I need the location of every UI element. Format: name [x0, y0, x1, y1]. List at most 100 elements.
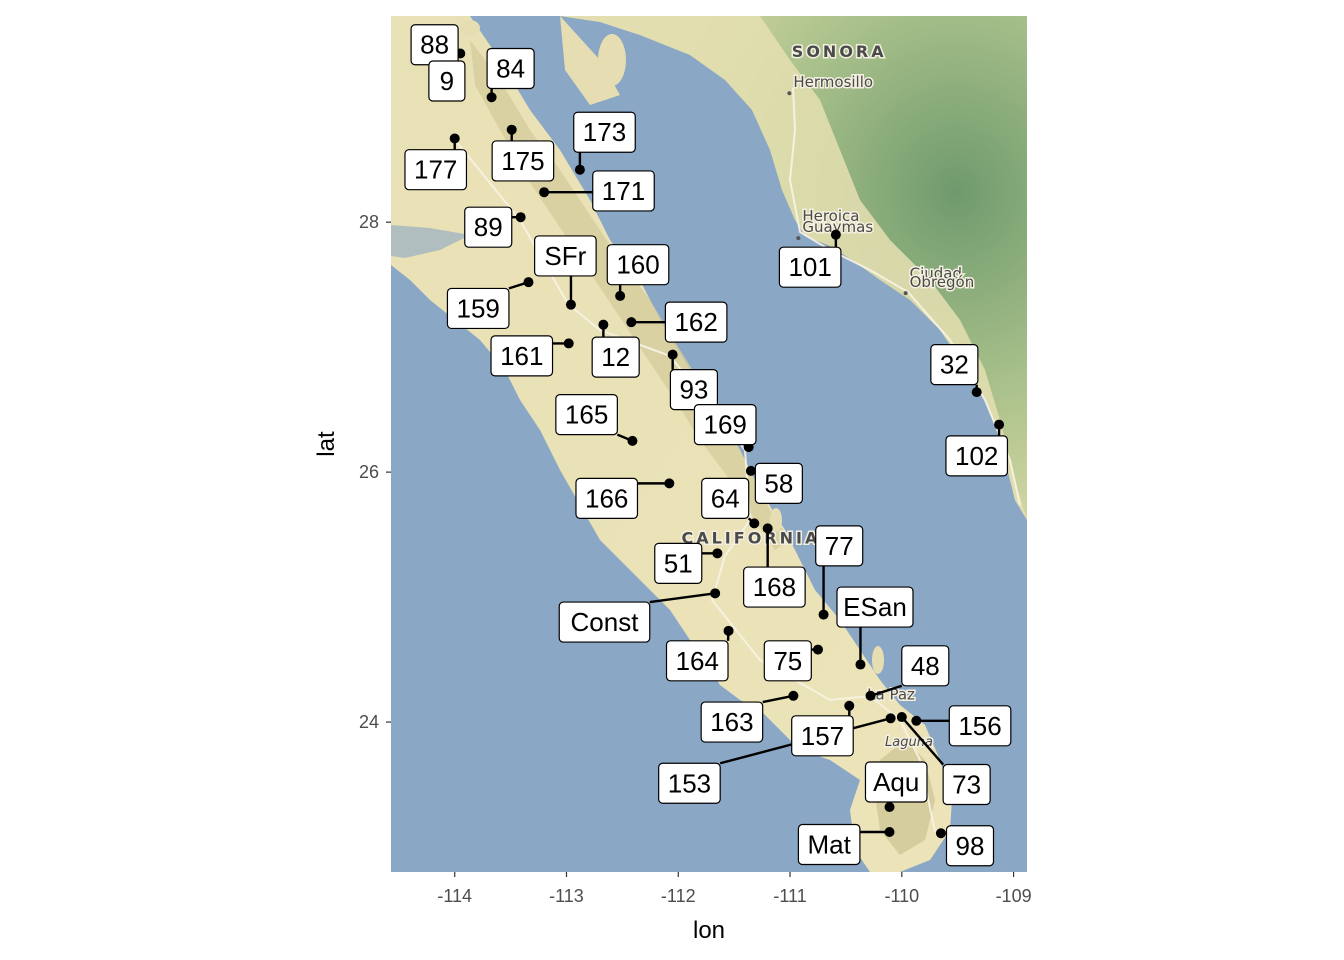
place-name: CALIFORNIA	[681, 528, 820, 547]
site-label: 48	[901, 645, 950, 687]
site-label-box	[573, 111, 636, 153]
road-sonora	[788, 87, 1021, 506]
site-points	[449, 48, 1005, 839]
site-label: 75	[763, 640, 812, 682]
site-label: 89	[464, 206, 513, 248]
site-label-text: 64	[711, 483, 740, 513]
site-point	[911, 715, 922, 726]
site-point	[565, 299, 576, 310]
site-label: 9	[428, 60, 466, 102]
site-point	[971, 387, 982, 398]
place-name: Guaymas	[802, 218, 873, 236]
site-point	[598, 319, 609, 330]
site-label-text: 48	[911, 651, 940, 681]
site-label-text: 173	[583, 117, 626, 147]
site-label-text: 12	[601, 342, 630, 372]
site-label-text: 89	[474, 212, 503, 242]
site-label-box	[558, 601, 651, 643]
site-label-box	[945, 435, 1009, 477]
site-label-text: 162	[674, 307, 717, 337]
site-label-box	[942, 763, 991, 806]
x-tick-label: -109	[996, 886, 1032, 906]
site-label-box	[930, 344, 979, 386]
site-point	[664, 478, 675, 489]
site-point	[506, 124, 517, 135]
site-label-box	[693, 404, 757, 446]
x-tick-label: -113	[549, 886, 584, 906]
site-label-box	[815, 525, 864, 567]
site-label-box	[797, 823, 861, 866]
site-labels: 88 9 84 177 175 173 171 89 101 SFr 160 159 162 12 161 9…	[404, 24, 1012, 867]
site-point	[994, 419, 1005, 430]
site-label-box	[700, 701, 764, 743]
site-label-text: 98	[956, 831, 985, 861]
site-label-text: 165	[565, 400, 608, 430]
site-label-box	[791, 715, 854, 757]
site-label-box	[575, 477, 639, 519]
y-tick-label: 24	[359, 712, 379, 732]
site-label-text: 161	[500, 341, 543, 371]
site-label-box	[701, 477, 750, 519]
site-label: 156	[948, 705, 1012, 747]
x-axis-title: lon	[693, 917, 725, 944]
site-label: 175	[491, 140, 555, 182]
site-label: 169	[693, 404, 757, 446]
site-label-text: 160	[616, 250, 659, 280]
x-tick-label: -114	[437, 886, 472, 906]
site-label-text: 159	[456, 293, 499, 323]
site-label-text: 93	[679, 375, 708, 405]
site-label-box	[665, 640, 729, 682]
site-label-text: 169	[704, 410, 747, 440]
site-label-box	[864, 761, 928, 803]
site-label: ESan	[836, 586, 914, 628]
site-point	[818, 609, 829, 620]
site-label-box	[486, 47, 535, 90]
site-label-text: 164	[676, 646, 719, 676]
site-label-text: 153	[668, 768, 711, 798]
x-tick-label: -111	[773, 886, 806, 906]
site-label-box	[534, 235, 597, 277]
place-name: Laguna	[885, 735, 933, 750]
place-name: SONORA	[792, 42, 887, 61]
site-label-text: SFr	[544, 241, 586, 271]
coast-tiburon	[560, 16, 620, 105]
leader-line	[870, 684, 903, 697]
leader-line	[900, 716, 945, 766]
site-label-text: 101	[788, 252, 831, 282]
site-label: SFr	[534, 235, 597, 277]
site-point	[667, 349, 678, 360]
site-label-text: ESan	[843, 592, 907, 622]
site-label-text: 168	[753, 572, 796, 602]
site-label-text: 102	[955, 441, 998, 471]
site-point	[762, 523, 773, 534]
site-label-box	[658, 762, 721, 804]
site-point	[563, 338, 574, 349]
site-label-box	[491, 140, 555, 182]
site-label-box	[778, 246, 842, 288]
site-label: 77	[815, 525, 864, 567]
site-label: 51	[654, 542, 703, 584]
y-tick-label: 28	[359, 212, 379, 232]
site-label: 58	[754, 462, 803, 504]
site-label: 168	[743, 566, 806, 608]
site-point	[615, 290, 626, 301]
site-label: 159	[446, 287, 510, 330]
site-label: 93	[669, 369, 719, 411]
leader-line	[649, 592, 716, 604]
site-label-text: 84	[496, 53, 525, 83]
site-label-text: 177	[414, 155, 457, 185]
site-point	[723, 625, 734, 636]
site-label-text: 156	[958, 711, 1001, 741]
site-label-text: 163	[710, 707, 753, 737]
site-point	[855, 659, 866, 670]
site-label: 163	[700, 701, 764, 743]
x-tick-label: -112	[661, 886, 696, 906]
site-label-box	[948, 705, 1012, 747]
site-label: 98	[945, 825, 995, 867]
site-label-text: 77	[825, 531, 854, 561]
site-label: 160	[606, 244, 670, 286]
site-label-box	[464, 206, 513, 248]
site-label: 157	[791, 715, 854, 757]
site-label-text: Mat	[807, 830, 851, 860]
